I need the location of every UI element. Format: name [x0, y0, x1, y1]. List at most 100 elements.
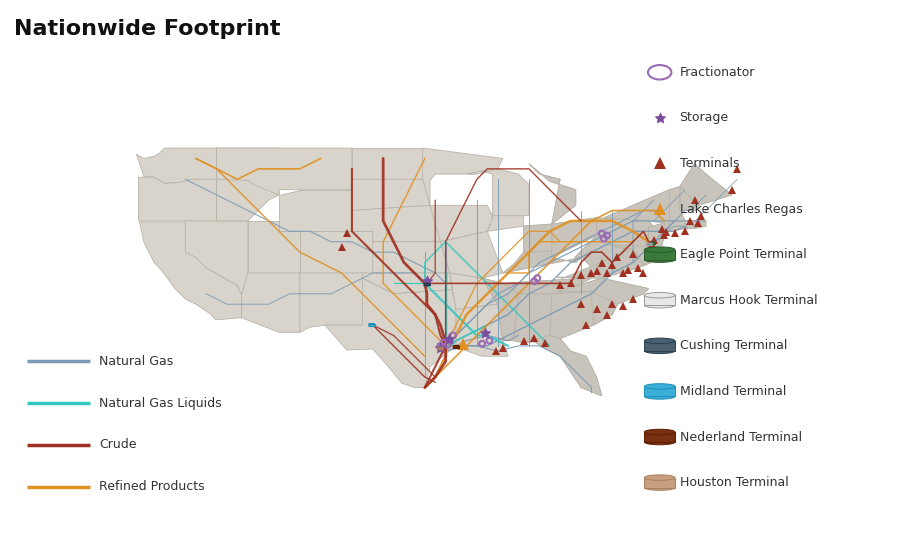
Polygon shape	[597, 218, 657, 248]
Polygon shape	[566, 292, 617, 325]
Polygon shape	[450, 273, 503, 309]
Polygon shape	[680, 163, 732, 205]
Polygon shape	[185, 221, 248, 295]
FancyBboxPatch shape	[650, 242, 655, 244]
Polygon shape	[645, 242, 653, 257]
Polygon shape	[466, 169, 529, 216]
Polygon shape	[137, 148, 217, 183]
Polygon shape	[552, 218, 597, 257]
Polygon shape	[670, 221, 706, 228]
Text: Lake Charles Regas: Lake Charles Regas	[680, 202, 802, 216]
Polygon shape	[241, 273, 300, 332]
Ellipse shape	[644, 257, 675, 262]
Ellipse shape	[437, 349, 443, 350]
Ellipse shape	[644, 485, 675, 490]
Polygon shape	[300, 273, 363, 332]
Text: Houston Terminal: Houston Terminal	[680, 476, 788, 489]
Ellipse shape	[650, 244, 655, 245]
Text: Eagle Point Terminal: Eagle Point Terminal	[680, 248, 806, 261]
Ellipse shape	[424, 285, 430, 286]
Ellipse shape	[650, 242, 655, 243]
Polygon shape	[352, 179, 430, 211]
Polygon shape	[423, 148, 503, 205]
FancyBboxPatch shape	[644, 250, 675, 260]
Polygon shape	[524, 224, 552, 252]
Polygon shape	[524, 335, 602, 396]
Ellipse shape	[644, 475, 675, 480]
Polygon shape	[503, 278, 591, 294]
Text: Nationwide Footprint: Nationwide Footprint	[14, 19, 280, 39]
Ellipse shape	[644, 394, 675, 399]
FancyBboxPatch shape	[647, 244, 652, 245]
Polygon shape	[279, 190, 352, 231]
Polygon shape	[557, 249, 651, 278]
Polygon shape	[669, 221, 688, 231]
Polygon shape	[688, 221, 696, 228]
Polygon shape	[669, 221, 688, 231]
Ellipse shape	[424, 283, 430, 284]
Polygon shape	[645, 242, 653, 257]
FancyBboxPatch shape	[644, 432, 675, 442]
Polygon shape	[604, 190, 690, 235]
Ellipse shape	[644, 429, 675, 435]
Polygon shape	[325, 278, 456, 388]
Text: Refined Products: Refined Products	[99, 480, 204, 493]
Polygon shape	[575, 236, 633, 278]
Polygon shape	[680, 187, 698, 211]
FancyBboxPatch shape	[437, 348, 443, 349]
Polygon shape	[649, 223, 664, 248]
Polygon shape	[575, 236, 633, 278]
Polygon shape	[607, 245, 653, 265]
FancyBboxPatch shape	[644, 478, 675, 488]
Polygon shape	[552, 218, 597, 257]
Text: Crude: Crude	[99, 438, 137, 451]
Polygon shape	[352, 148, 423, 179]
Ellipse shape	[644, 384, 675, 389]
Polygon shape	[557, 278, 649, 325]
Polygon shape	[550, 292, 593, 339]
Text: Marcus Hook Terminal: Marcus Hook Terminal	[680, 294, 817, 307]
Polygon shape	[604, 190, 690, 235]
Polygon shape	[352, 205, 440, 242]
Polygon shape	[248, 221, 300, 273]
Ellipse shape	[369, 325, 374, 326]
Ellipse shape	[437, 347, 443, 348]
Polygon shape	[524, 224, 552, 252]
Text: Fractionator: Fractionator	[680, 66, 755, 79]
FancyBboxPatch shape	[424, 284, 430, 285]
Polygon shape	[482, 278, 518, 341]
Polygon shape	[524, 335, 602, 396]
Ellipse shape	[647, 245, 652, 246]
Polygon shape	[217, 148, 279, 221]
Text: Natural Gas: Natural Gas	[99, 355, 173, 368]
Ellipse shape	[644, 348, 675, 354]
Ellipse shape	[453, 348, 459, 349]
Polygon shape	[503, 278, 591, 294]
Text: Cushing Terminal: Cushing Terminal	[680, 339, 787, 353]
Polygon shape	[482, 278, 518, 341]
Polygon shape	[688, 221, 696, 228]
Polygon shape	[670, 187, 685, 221]
Polygon shape	[649, 223, 664, 248]
Polygon shape	[557, 278, 649, 325]
Polygon shape	[550, 292, 593, 339]
Polygon shape	[529, 163, 576, 224]
Polygon shape	[300, 231, 373, 273]
Polygon shape	[503, 251, 582, 273]
Polygon shape	[373, 242, 450, 273]
Ellipse shape	[644, 439, 675, 445]
Polygon shape	[430, 205, 492, 242]
Polygon shape	[487, 216, 524, 231]
Polygon shape	[440, 231, 503, 278]
Polygon shape	[503, 251, 582, 273]
Ellipse shape	[644, 292, 675, 298]
Polygon shape	[670, 187, 685, 221]
FancyBboxPatch shape	[644, 386, 675, 396]
Ellipse shape	[453, 345, 459, 346]
Polygon shape	[670, 221, 706, 228]
Text: Midland Terminal: Midland Terminal	[680, 385, 786, 398]
FancyBboxPatch shape	[644, 341, 675, 351]
Polygon shape	[557, 249, 651, 278]
Ellipse shape	[644, 247, 675, 252]
Text: Storage: Storage	[680, 111, 729, 125]
